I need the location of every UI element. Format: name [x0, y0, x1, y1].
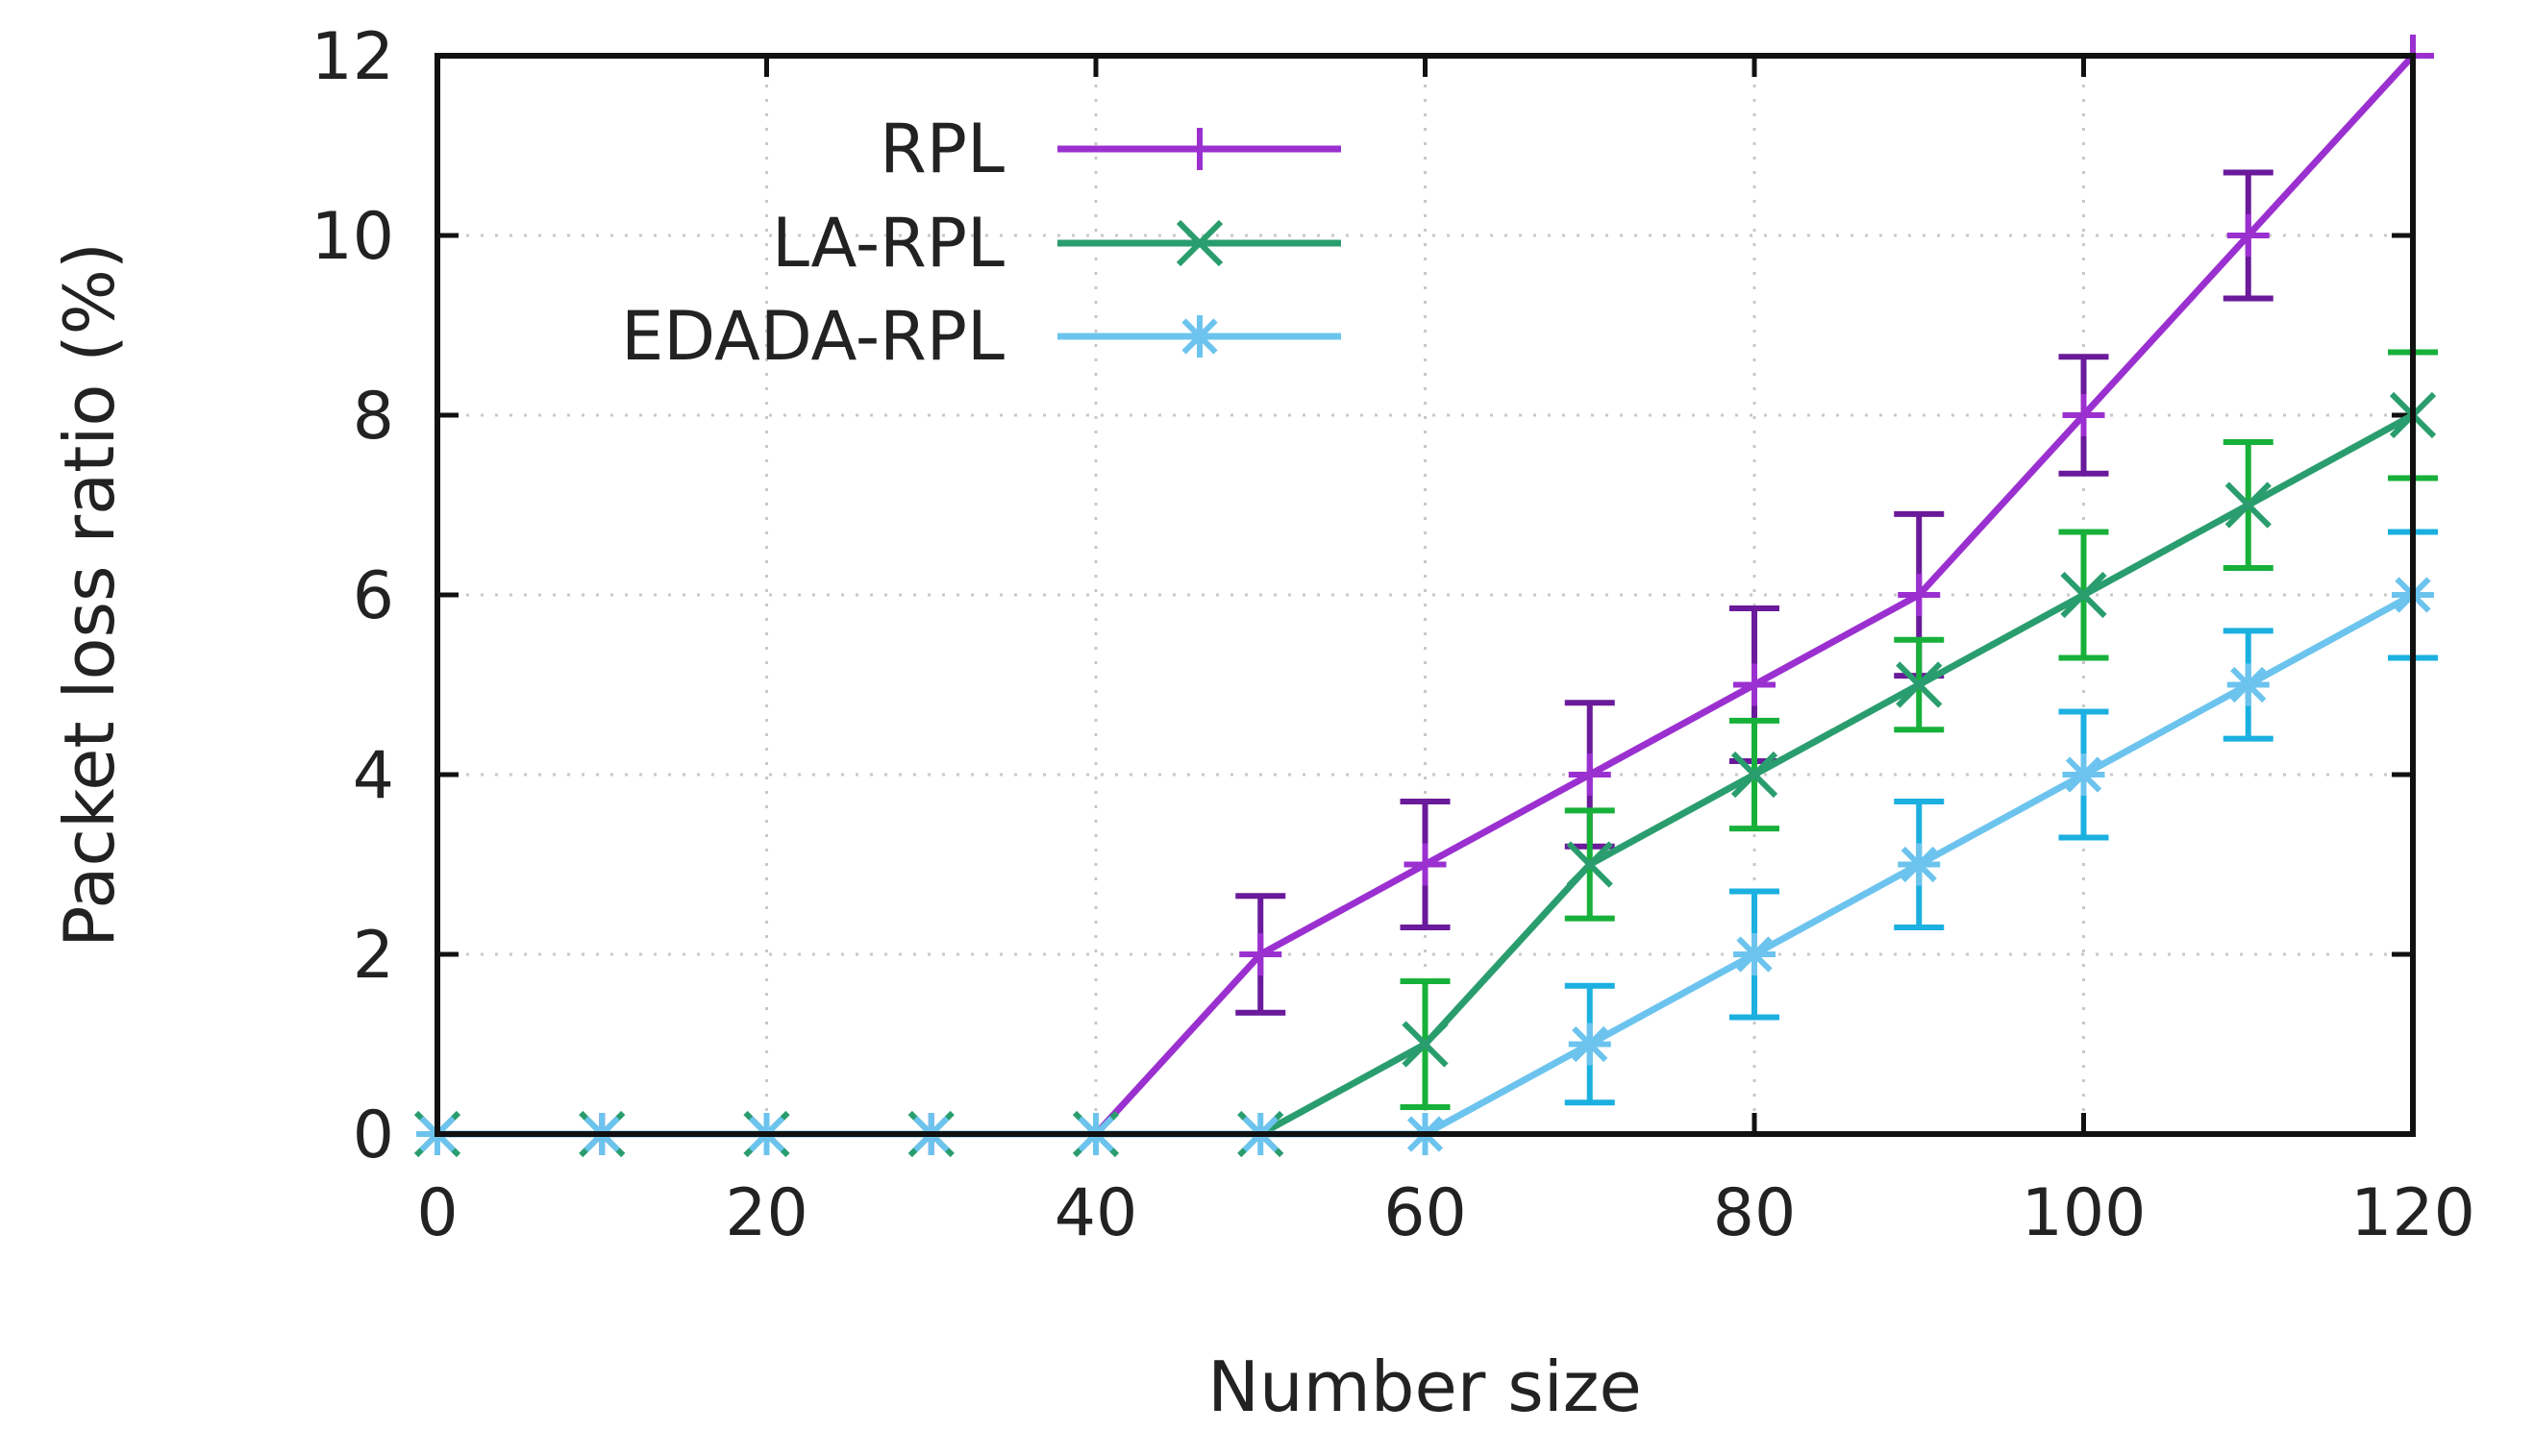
y-tick-label: 0 — [353, 1098, 394, 1173]
x-tick-label: 80 — [1713, 1175, 1797, 1251]
plot-frame — [435, 53, 2416, 1137]
data-point-edada-rpl-d2 — [2230, 666, 2267, 703]
legend-marker-la-rpl-d2 — [1176, 219, 1224, 267]
y-tick-label: 8 — [353, 379, 394, 455]
x-tick-label: 20 — [725, 1175, 808, 1251]
x-tick-label: 40 — [1055, 1175, 1138, 1251]
grid — [437, 56, 2413, 1134]
data-point-la-rpl-d2 — [1566, 841, 1613, 888]
data-point-edada-rpl-d2 — [1900, 846, 1937, 883]
legend-label-rpl: RPL — [880, 110, 1005, 188]
legend-entry-la-rpl: LA-RPL — [772, 204, 1341, 283]
data-point-la-rpl-d2 — [1730, 751, 1778, 799]
y-tick-label: 2 — [353, 918, 394, 994]
data-point-la-rpl-d2 — [1402, 1021, 1449, 1068]
data-point-la-rpl-d2 — [2060, 571, 2107, 619]
data-point-la-rpl-d2 — [1896, 661, 1943, 708]
data-point-edada-rpl-d2 — [1572, 1025, 1608, 1063]
axis-ticks: 0 20 40 60 80 100 120 0 2 4 6 8 10 12 — [311, 19, 2474, 1251]
y-tick-label: 6 — [353, 558, 394, 634]
data-point-edada-rpl-d2 — [2065, 756, 2102, 793]
x-tick-label: 60 — [1383, 1175, 1467, 1251]
legend-entry-edada-rpl: EDADA-RPL — [621, 297, 1341, 376]
x-tick-label: 0 — [416, 1175, 458, 1251]
y-tick-label: 10 — [311, 199, 394, 275]
x-tick-label: 100 — [2022, 1175, 2147, 1251]
series-line-rpl — [437, 53, 2416, 1138]
legend: RPL LA-RPL EDADA-RPL — [621, 110, 1341, 376]
x-axis-title: Number size — [1207, 1346, 1642, 1427]
series-la-rpl — [413, 349, 2438, 1158]
data-point-edada-rpl-d2 — [1736, 936, 1773, 973]
x-tick-label: 120 — [2350, 1175, 2475, 1251]
y-axis-title: Packet loss ratio (%) — [49, 242, 130, 948]
legend-marker-edada-rpl-d2 — [1181, 318, 1218, 355]
data-point-la-rpl-d2 — [2224, 481, 2272, 529]
series-layer — [413, 35, 2438, 1158]
legend-label-la-rpl: LA-RPL — [772, 204, 1005, 283]
legend-label-edada-rpl: EDADA-RPL — [621, 297, 1005, 376]
y-tick-label: 12 — [311, 19, 394, 95]
legend-entry-rpl: RPL — [880, 110, 1341, 188]
y-tick-label: 4 — [353, 738, 394, 814]
